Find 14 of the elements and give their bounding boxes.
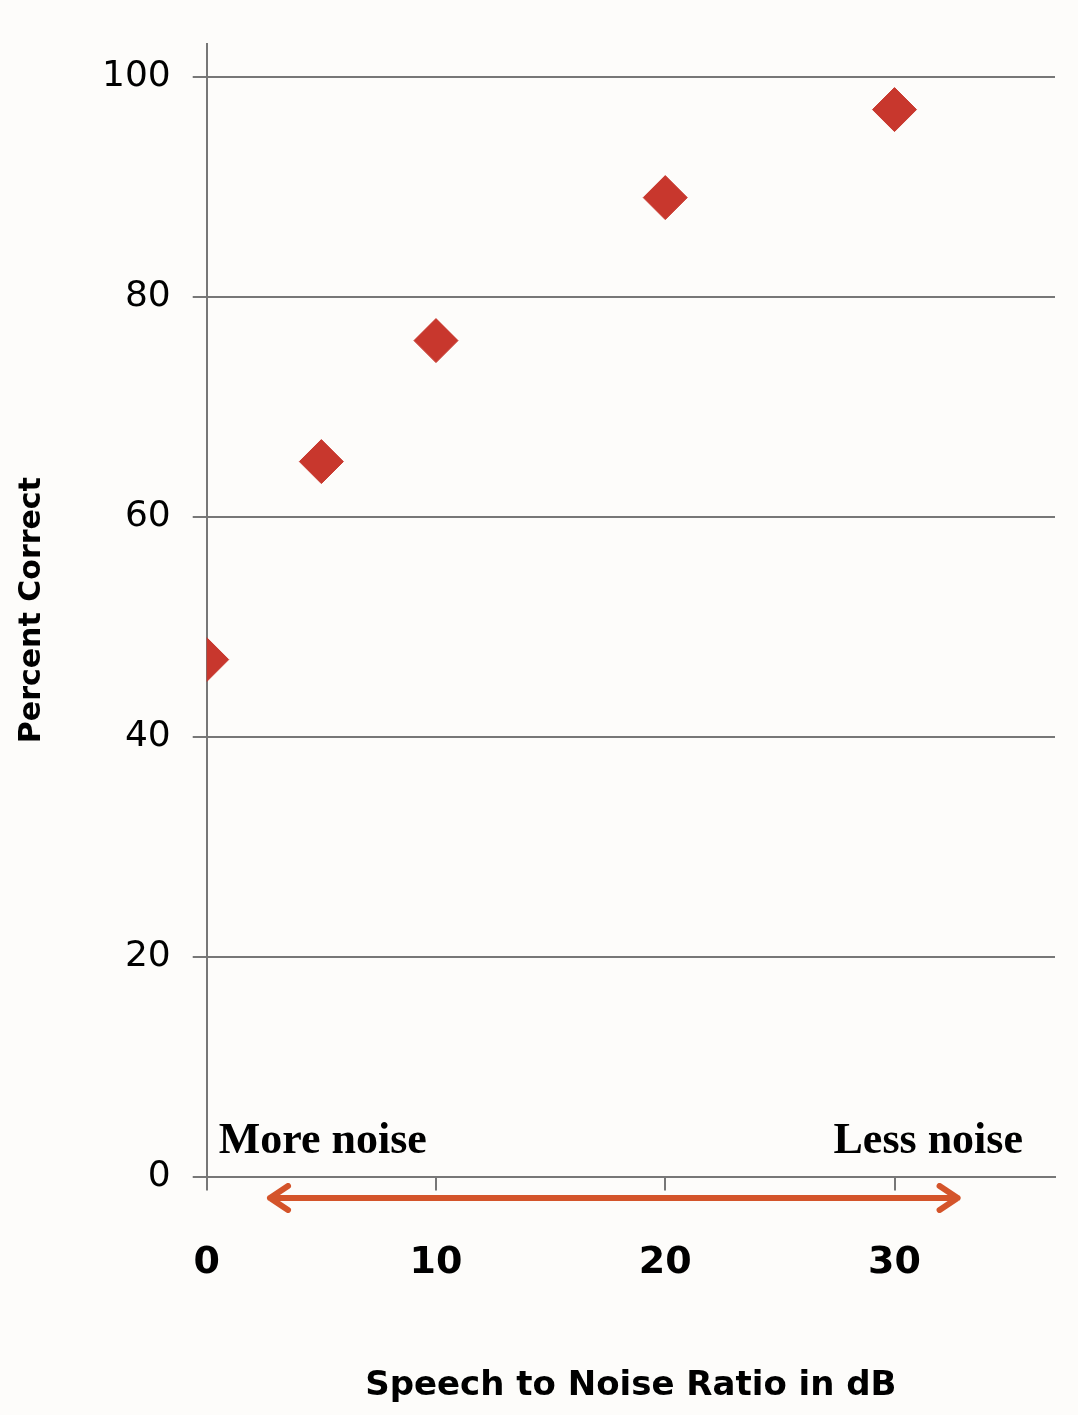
annotation: Less noise	[833, 1113, 1023, 1163]
y-tick-label: 40	[124, 712, 171, 754]
y-axis-title: Percent Correct	[11, 477, 47, 744]
annotation: More noise	[218, 1113, 427, 1163]
y-tick-label: 80	[124, 272, 171, 314]
y-tick-label: 60	[124, 492, 171, 534]
x-tick-label: 0	[193, 1238, 220, 1283]
x-tick-label: 10	[409, 1238, 463, 1283]
y-tick-label: 20	[124, 932, 171, 974]
x-tick-label: 20	[638, 1238, 692, 1283]
y-tick-label: 100	[101, 52, 171, 94]
x-tick-label: 30	[868, 1238, 921, 1283]
x-axis-title: Speech to Noise Ratio in dB	[365, 1363, 897, 1404]
y-tick-label: 0	[147, 1152, 171, 1194]
